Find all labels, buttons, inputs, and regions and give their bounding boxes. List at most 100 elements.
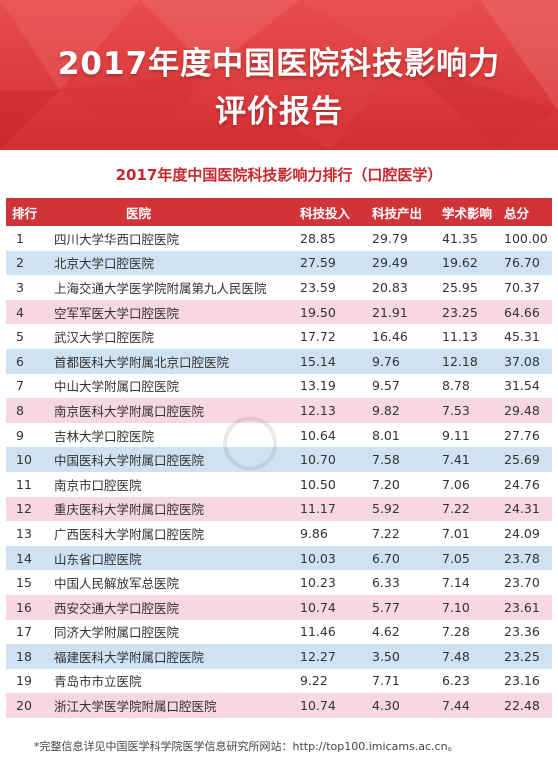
rank-cell: 7 [16, 378, 24, 394]
table-row: 9 吉林大学口腔医院 10.64 8.01 9.11 27.76 [6, 423, 552, 448]
total-score-cell: 23.61 [504, 599, 540, 615]
table-row: 15 中国人民解放军总医院 10.23 6.33 7.14 23.70 [6, 570, 552, 595]
table-row: 18 福建医科大学附属口腔医院 12.27 3.50 7.48 23.25 [6, 644, 552, 669]
investment-cell: 10.70 [300, 452, 336, 468]
investment-cell: 12.13 [300, 402, 336, 418]
table-row: 10 中国医科大学附属口腔医院 10.70 7.58 7.41 25.69 [6, 447, 552, 472]
total-score-cell: 27.76 [504, 427, 540, 443]
table-row: 7 中山大学附属口腔医院 13.19 9.57 8.78 31.54 [6, 374, 552, 399]
hospital-name-cell: 同济大学附属口腔医院 [54, 625, 180, 641]
total-score-cell: 70.37 [504, 279, 540, 295]
output-cell: 5.77 [372, 599, 400, 615]
table-header: 排行 医院 科技投入 科技产出 学术影响 总分 [6, 198, 552, 226]
academic-cell: 7.41 [442, 452, 470, 468]
investment-cell: 10.50 [300, 476, 336, 492]
output-cell: 9.76 [372, 353, 400, 369]
table-row: 13 广西医科大学附属口腔医院 9.86 7.22 7.01 24.09 [6, 521, 552, 546]
academic-cell: 9.11 [442, 427, 470, 443]
banner-title-line2: 评价报告 [215, 94, 343, 130]
rank-cell: 5 [16, 329, 24, 345]
investment-cell: 9.86 [300, 525, 328, 541]
academic-cell: 8.78 [442, 378, 470, 394]
report-banner: 2017年度中国医院科技影响力 评价报告 [0, 0, 558, 150]
investment-cell: 17.72 [300, 329, 336, 345]
academic-cell: 7.05 [442, 550, 470, 566]
rank-cell: 4 [16, 304, 24, 320]
academic-cell: 12.18 [442, 353, 478, 369]
total-score-cell: 25.69 [504, 452, 540, 468]
total-score-cell: 45.31 [504, 329, 540, 345]
total-score-cell: 37.08 [504, 353, 540, 369]
academic-cell: 7.44 [442, 698, 470, 714]
academic-cell: 11.13 [442, 329, 478, 345]
hospital-name-cell: 南京医科大学附属口腔医院 [54, 403, 205, 419]
output-cell: 4.62 [372, 624, 400, 640]
output-cell: 8.01 [372, 427, 400, 443]
academic-cell: 23.25 [442, 304, 478, 320]
rank-cell: 9 [16, 427, 24, 443]
hospital-name-cell: 北京大学口腔医院 [54, 256, 155, 272]
investment-cell: 15.14 [300, 353, 336, 369]
table-row: 16 西安交通大学口腔医院 10.74 5.77 7.10 23.61 [6, 594, 552, 620]
hospital-name-cell: 武汉大学口腔医院 [54, 330, 155, 346]
output-cell: 7.58 [372, 452, 400, 468]
investment-cell: 27.59 [300, 255, 336, 271]
header-investment: 科技投入 [300, 205, 351, 221]
academic-cell: 7.06 [442, 476, 470, 492]
header-total: 总分 [504, 205, 530, 221]
investment-cell: 10.74 [300, 599, 336, 615]
rank-cell: 15 [16, 575, 32, 591]
hospital-name-cell: 西安交通大学口腔医院 [54, 600, 180, 616]
output-cell: 9.82 [372, 402, 400, 418]
hospital-name-cell: 浙江大学医学院附属口腔医院 [54, 699, 217, 715]
total-score-cell: 23.36 [504, 624, 540, 640]
table-row: 8 南京医科大学附属口腔医院 12.13 9.82 7.53 29.48 [6, 398, 552, 423]
hospital-name-cell: 青岛市市立医院 [54, 674, 142, 690]
table-row: 17 同济大学附属口腔医院 11.46 4.62 7.28 23.36 [6, 620, 552, 645]
output-cell: 21.91 [372, 304, 408, 320]
total-score-cell: 76.70 [504, 255, 540, 271]
table-row: 14 山东省口腔医院 10.03 6.70 7.05 23.78 [6, 545, 552, 571]
investment-cell: 10.03 [300, 550, 336, 566]
investment-cell: 10.64 [300, 427, 336, 443]
hospital-name-cell: 重庆医科大学附属口腔医院 [54, 502, 205, 518]
rank-cell: 6 [16, 353, 24, 369]
investment-cell: 28.85 [300, 230, 336, 246]
investment-cell: 9.22 [300, 673, 328, 689]
banner-polygon-pattern [0, 0, 558, 150]
hospital-name-cell: 中国医科大学附属口腔医院 [54, 453, 205, 469]
rank-cell: 13 [16, 525, 32, 541]
total-score-cell: 22.48 [504, 698, 540, 714]
table-row: 3 上海交通大学医学院附属第九人民医院 23.59 20.83 25.95 70.37 [6, 275, 552, 300]
table-row: 5 武汉大学口腔医院 17.72 16.46 11.13 45.31 [6, 324, 552, 349]
output-cell: 3.50 [372, 648, 400, 664]
output-cell: 6.70 [372, 550, 400, 566]
output-cell: 7.20 [372, 476, 400, 492]
hospital-name-cell: 中国人民解放军总医院 [54, 576, 180, 592]
table-row: 20 浙江大学医学院附属口腔医院 10.74 4.30 7.44 22.48 [6, 693, 552, 718]
hospital-name-cell: 南京市口腔医院 [54, 477, 142, 493]
rank-cell: 11 [16, 476, 32, 492]
ranking-table: 排行 医院 科技投入 科技产出 学术影响 总分 1 四川大学华西口腔医院 28.85… [6, 198, 552, 718]
rank-cell: 17 [16, 624, 32, 640]
header-hospital: 医院 [126, 205, 152, 221]
output-cell: 16.46 [372, 329, 408, 345]
table-row: 6 首都医科大学附属北京口腔医院 15.14 9.76 12.18 37.08 [6, 348, 552, 374]
academic-cell: 7.01 [442, 525, 470, 541]
hospital-name-cell: 上海交通大学医学院附属第九人民医院 [54, 280, 267, 296]
rank-cell: 19 [16, 673, 32, 689]
rank-cell: 20 [16, 698, 32, 714]
rank-cell: 1 [16, 230, 24, 246]
total-score-cell: 24.09 [504, 525, 540, 541]
academic-cell: 7.10 [442, 599, 470, 615]
header-academic: 学术影响 [442, 205, 493, 221]
rank-cell: 16 [16, 599, 32, 615]
total-score-cell: 31.54 [504, 378, 540, 394]
table-row: 1 四川大学华西口腔医院 28.85 29.79 41.35 100.00 [6, 226, 552, 251]
output-cell: 7.71 [372, 673, 400, 689]
investment-cell: 10.74 [300, 698, 336, 714]
rank-cell: 10 [16, 452, 32, 468]
rank-cell: 2 [16, 255, 24, 271]
source-footnote: *完整信息详见中国医学科学院医学信息研究所网站：http://top100.im… [34, 740, 459, 753]
investment-cell: 23.59 [300, 279, 336, 295]
